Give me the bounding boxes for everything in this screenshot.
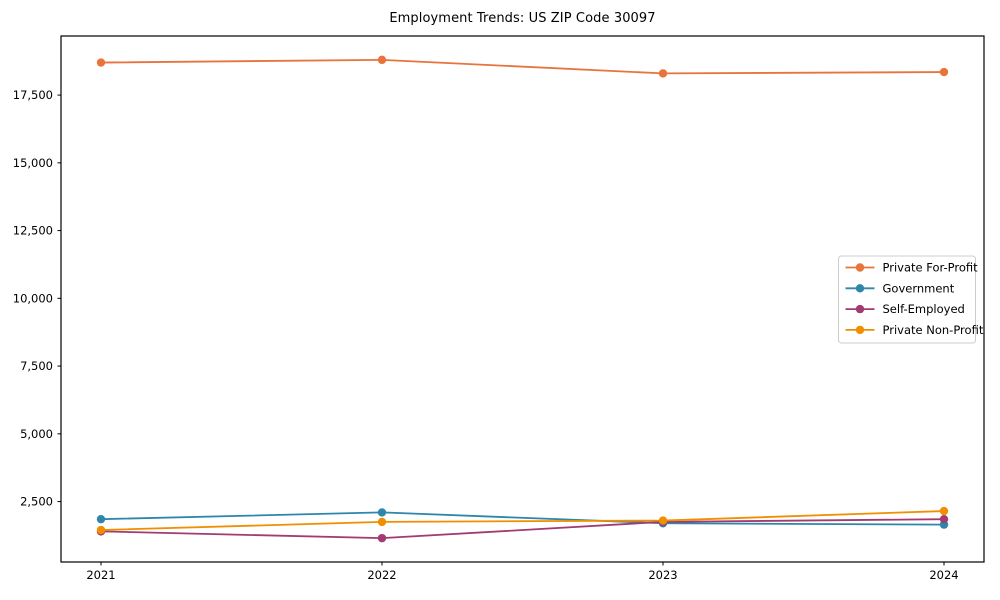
y-tick-label: 7,500 [20,359,53,373]
series-private-for-profit [96,55,949,78]
y-tick-label: 10,000 [13,291,53,305]
y-tick-label: 2,500 [20,495,53,509]
plot-frame [60,35,985,563]
series-government [96,508,949,529]
series-line [100,58,945,75]
legend-item-self-employed: Self-Employed [845,302,965,316]
legend-item-private-for-profit: Private For-Profit [845,261,979,275]
series-line [100,510,945,531]
data-point [939,514,949,524]
data-point [939,506,949,516]
x-tick-label: 2021 [86,568,115,582]
series-line [100,518,945,540]
x-axis: 2021 2022 2023 2024 [86,562,959,582]
data-point [658,69,668,78]
y-tick-label: 5,000 [20,427,53,441]
legend-sample-marker [855,325,865,335]
x-tick-label: 2023 [648,568,677,582]
data-point [377,55,387,65]
data-point [96,58,106,67]
data-point [377,533,387,543]
legend-item-private-non-profit: Private Non-Profit [845,323,984,337]
legend-label: Government [883,281,955,295]
data-point [377,508,387,517]
x-tick-label: 2022 [367,568,396,582]
y-tick-label: 15,000 [13,156,53,170]
legend-label: Private For-Profit [883,261,979,275]
legend-box [838,255,976,344]
data-point [96,514,106,524]
data-point [939,67,949,77]
legend-sample-marker [855,263,865,272]
legend-label: Private Non-Profit [883,323,984,337]
data-point [96,525,106,535]
legend-sample-marker [855,284,865,293]
data-point [658,516,668,525]
series-private-non-profit [96,506,949,535]
chart-title: Employment Trends: US ZIP Code 30097 [389,11,656,26]
y-tick-label: 12,500 [13,224,53,238]
legend-label: Self-Employed [883,302,965,316]
y-axis: 2,500 5,000 7,500 10,000 12,500 15,000 17,500 [13,88,61,509]
y-tick-label: 17,500 [13,88,53,102]
legend-sample-marker [855,304,865,314]
x-tick-label: 2024 [929,568,958,582]
series-line [100,511,945,526]
legend: Private For-Profit Government Self-Employe… [838,255,984,344]
legend-item-government: Government [845,281,955,295]
data-point [377,517,387,527]
series-self-employed [96,514,949,543]
